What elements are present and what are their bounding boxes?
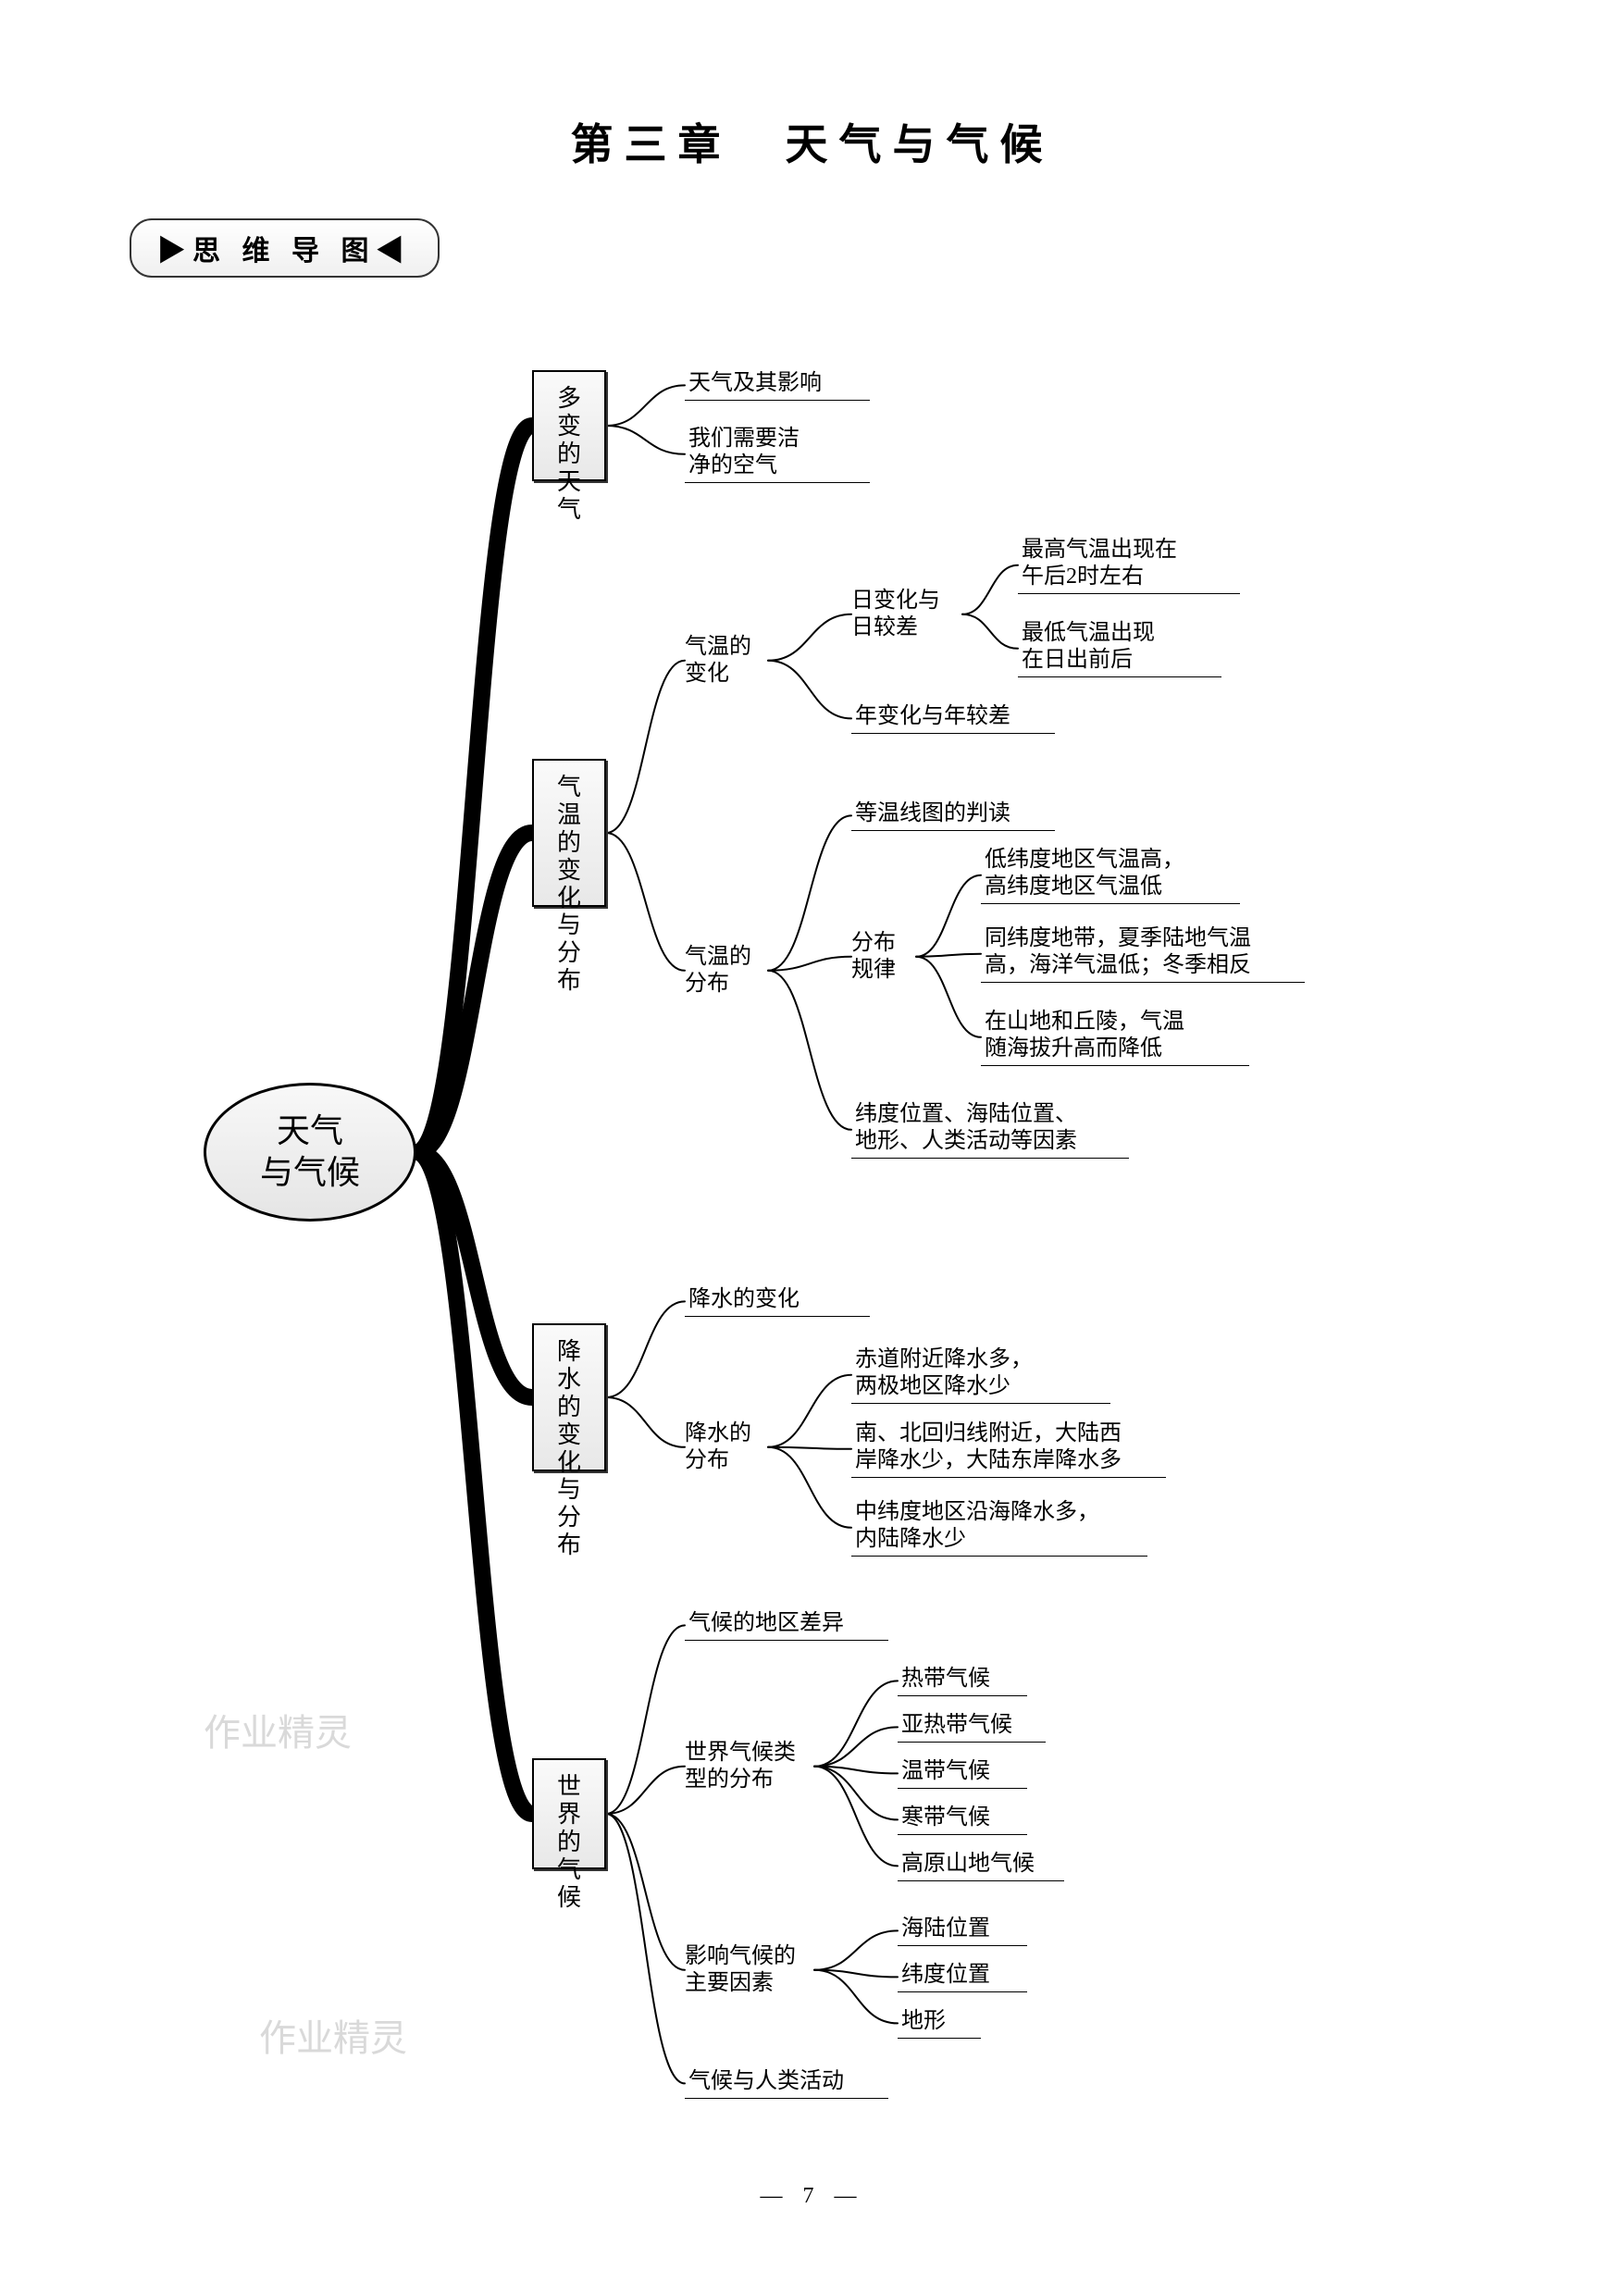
mindmap-node: 分布规律	[851, 930, 916, 984]
mindmap-node: 海陆位置	[898, 1916, 1027, 1946]
mindmap-node: 纬度位置	[898, 1962, 1027, 1992]
mindmap-node: 纬度位置、海陆位置、地形、人类活动等因素	[851, 1101, 1129, 1159]
mindmap-node: 年变化与年较差	[851, 703, 1055, 734]
mindmap-node: 中纬度地区沿海降水多，内陆降水少	[851, 1499, 1147, 1557]
mindmap-node: 影响气候的主要因素	[685, 1943, 814, 1997]
mindmap-node: 等温线图的判读	[851, 800, 1055, 831]
mindmap-node: 地形	[898, 2008, 981, 2039]
mindmap-node: 降水的变化	[685, 1286, 870, 1317]
mindmap-node: 降水的分布	[685, 1420, 768, 1474]
mindmap-node: 最高气温出现在午后2时左右	[1018, 537, 1240, 594]
section-badge: ▶思 维 导 图◀	[130, 218, 440, 278]
mindmap-node: 气候与人类活动	[685, 2068, 888, 2099]
mindmap-node: 气温的变化	[685, 634, 768, 688]
mindmap-node: 气温的分布	[685, 944, 768, 998]
mindmap-node: 低纬度地区气温高，高纬度地区气温低	[981, 847, 1240, 904]
mindmap-node: 我们需要洁净的空气	[685, 426, 870, 483]
mindmap-canvas: 作业精灵 作业精灵 天气与气候 多变的天气气温的变化与分布降水的变化与分布世界的气…	[93, 315, 1531, 2165]
mindmap-node: 南、北回归线附近，大陆西岸降水少，大陆东岸降水多	[851, 1420, 1166, 1478]
mindmap-node: 多变的天气	[532, 370, 606, 481]
mindmap-node: 在山地和丘陵，气温随海拔升高而降低	[981, 1009, 1249, 1066]
mindmap-node: 气候的地区差异	[685, 1610, 888, 1641]
mindmap-node: 日变化与日较差	[851, 588, 962, 641]
mindmap-node: 最低气温出现在日出前后	[1018, 620, 1221, 677]
watermark: 作业精灵	[259, 2008, 407, 2062]
page-number: — 7 —	[93, 2184, 1531, 2209]
watermark: 作业精灵	[204, 1703, 352, 1756]
mindmap-node: 同纬度地带，夏季陆地气温高，海洋气温低；冬季相反	[981, 925, 1305, 983]
mindmap-node: 世界气候类型的分布	[685, 1740, 814, 1793]
mindmap-node: 高原山地气候	[898, 1851, 1064, 1881]
chapter-title: 第三章 天气与气候	[93, 111, 1531, 172]
mindmap-node: 热带气候	[898, 1666, 1027, 1696]
mindmap-node: 天气与气候	[204, 1083, 416, 1222]
mindmap-node: 天气及其影响	[685, 370, 870, 401]
mindmap-node: 温带气候	[898, 1758, 1027, 1789]
mindmap-node: 气温的变化与分布	[532, 759, 606, 907]
mindmap-node: 赤道附近降水多，两极地区降水少	[851, 1346, 1110, 1404]
mindmap-node: 世界的气候	[532, 1758, 606, 1869]
mindmap-node: 亚热带气候	[898, 1712, 1046, 1743]
mindmap-node: 寒带气候	[898, 1805, 1027, 1835]
mindmap-node: 降水的变化与分布	[532, 1323, 606, 1471]
connector-layer	[93, 315, 1531, 2165]
